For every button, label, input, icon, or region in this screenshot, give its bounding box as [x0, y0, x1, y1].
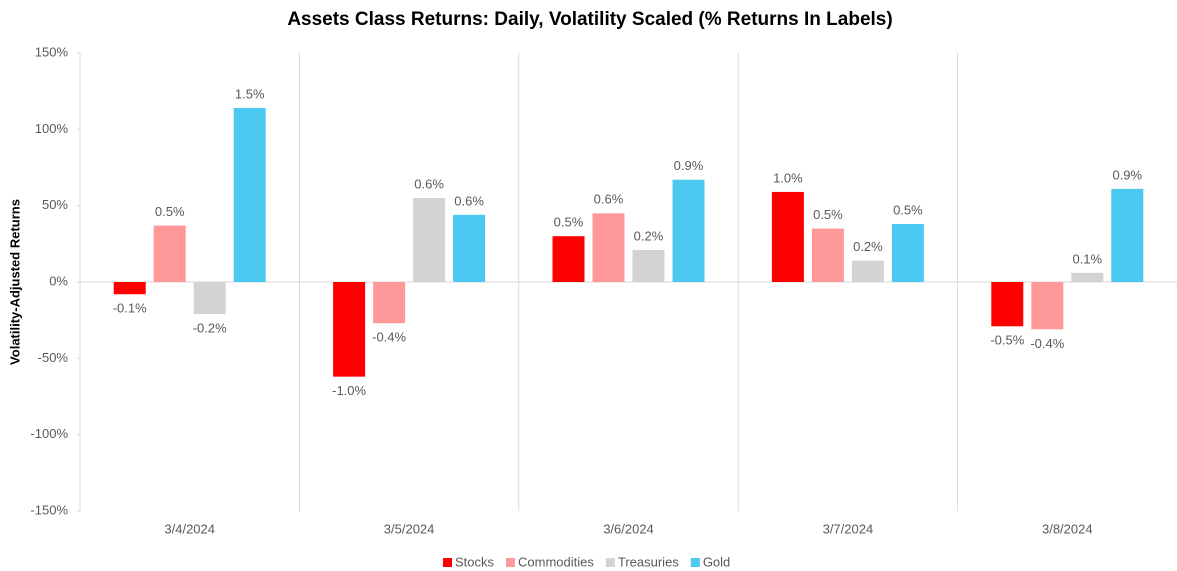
y-tick-label: -50%: [38, 350, 69, 365]
value-label: 0.6%: [454, 193, 484, 208]
bar: [453, 214, 486, 282]
value-label: 0.5%: [554, 215, 584, 230]
legend-label: Treasuries: [618, 554, 679, 569]
value-label: 0.6%: [414, 176, 444, 191]
y-axis-label: Volatility-Adjusted Returns: [7, 199, 22, 365]
value-label: 1.0%: [773, 170, 803, 185]
bar: [1031, 282, 1064, 330]
bar: [592, 213, 625, 282]
value-label: -1.0%: [332, 383, 366, 398]
x-tick-label: 3/4/2024: [164, 521, 215, 536]
y-tick-label: -150%: [30, 502, 68, 517]
bar: [991, 282, 1024, 327]
legend-swatch: [506, 558, 516, 567]
value-label: 0.5%: [813, 207, 843, 222]
y-tick-label: 0%: [49, 273, 68, 288]
value-label: -0.1%: [113, 301, 147, 316]
bar: [1111, 188, 1144, 282]
legend-label: Commodities: [518, 554, 594, 569]
legend-label: Gold: [703, 554, 730, 569]
y-tick-label: 150%: [35, 44, 69, 59]
bar: [1071, 272, 1104, 282]
y-tick-label: 100%: [35, 121, 69, 136]
legend-label: Stocks: [455, 554, 495, 569]
bar: [851, 260, 884, 282]
value-label: -0.5%: [990, 333, 1024, 348]
x-tick-label: 3/8/2024: [1042, 521, 1093, 536]
value-label: 0.2%: [853, 239, 883, 254]
bar: [153, 225, 186, 282]
bar: [811, 228, 844, 282]
legend-swatch: [690, 558, 700, 567]
bar: [632, 249, 665, 282]
value-label: 0.2%: [634, 228, 664, 243]
value-label: 1.5%: [235, 86, 265, 101]
value-label: 0.9%: [1112, 167, 1142, 182]
value-label: -0.4%: [1030, 336, 1064, 351]
legend-swatch: [443, 558, 452, 567]
value-label: -0.4%: [372, 330, 406, 345]
bar: [193, 282, 226, 315]
bar: [113, 282, 146, 295]
y-tick-label: 50%: [42, 197, 68, 212]
value-label: 0.5%: [155, 204, 185, 219]
x-tick-label: 3/7/2024: [823, 521, 874, 536]
x-tick-label: 3/6/2024: [603, 521, 654, 536]
bar: [552, 236, 585, 282]
chart-title: Assets Class Returns: Daily, Volatility …: [287, 9, 892, 30]
bar: [891, 223, 924, 282]
bar: [771, 191, 804, 282]
bar: [413, 198, 446, 282]
bar: [672, 179, 705, 282]
value-label: -0.2%: [193, 320, 227, 335]
value-label: 0.9%: [674, 158, 704, 173]
value-label: 0.6%: [594, 192, 624, 207]
value-label: 0.1%: [1072, 251, 1102, 266]
x-tick-label: 3/5/2024: [384, 521, 435, 536]
bar: [333, 282, 366, 377]
bar: [233, 107, 266, 283]
legend-swatch: [605, 558, 615, 567]
value-label: 0.5%: [893, 202, 923, 217]
y-tick-label: -100%: [30, 426, 68, 441]
bar: [373, 282, 406, 324]
